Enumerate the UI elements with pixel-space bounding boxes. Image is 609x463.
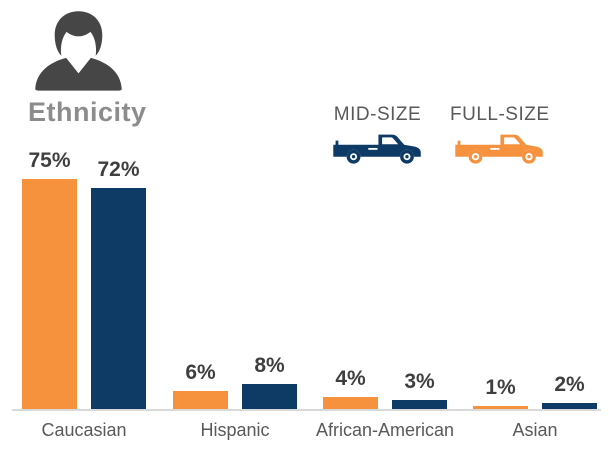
- person-icon: [35, 11, 122, 91]
- bar-asian-full-size: 1%: [473, 376, 528, 409]
- legend-label-mid-size: MID-SIZE: [333, 104, 422, 125]
- value-label-hispanic-full-size: 6%: [185, 361, 216, 384]
- value-label-african-american-mid-size: 3%: [404, 370, 435, 393]
- category-label-hispanic: Hispanic: [200, 420, 270, 440]
- value-label-african-american-full-size: 4%: [335, 367, 366, 390]
- bar-african-american-mid-size: 3%: [392, 370, 447, 409]
- bar-group-asian: 1% 2%: [473, 373, 597, 409]
- bar-asian-mid-size: 2%: [542, 373, 597, 409]
- bar-hispanic-full-size: 6%: [173, 361, 228, 409]
- full-size-truck-icon: [455, 134, 544, 164]
- legend-item-full-size: FULL-SIZE: [450, 104, 550, 165]
- bar-group-caucasian: 75% 72%: [22, 149, 146, 409]
- legend-item-mid-size: MID-SIZE: [331, 104, 424, 165]
- x-axis-line: [12, 409, 601, 411]
- legend: MID-SIZE FULL-SIZE: [331, 104, 550, 165]
- bar-hispanic-mid-size: 8%: [242, 354, 297, 409]
- value-label-caucasian-full-size: 75%: [28, 149, 71, 172]
- bar-caucasian-full-size: 75%: [22, 149, 77, 409]
- category-label-african-american: African-American: [315, 420, 455, 440]
- bar-caucasian-mid-size: 72%: [91, 158, 146, 409]
- value-label-caucasian-mid-size: 72%: [97, 158, 140, 181]
- mid-size-truck-icon: [333, 134, 421, 164]
- value-label-asian-mid-size: 2%: [554, 373, 585, 396]
- bar-group-hispanic: 6% 8%: [173, 354, 297, 409]
- value-label-hispanic-mid-size: 8%: [254, 354, 285, 377]
- bar-african-american-full-size: 4%: [323, 367, 378, 409]
- value-label-asian-full-size: 1%: [485, 376, 516, 399]
- category-label-caucasian: Caucasian: [41, 420, 127, 440]
- chart-title: Ethnicity: [28, 97, 147, 127]
- bar-group-african-american: 4% 3%: [323, 367, 447, 409]
- category-label-asian: Asian: [512, 420, 558, 440]
- legend-label-full-size: FULL-SIZE: [450, 104, 550, 125]
